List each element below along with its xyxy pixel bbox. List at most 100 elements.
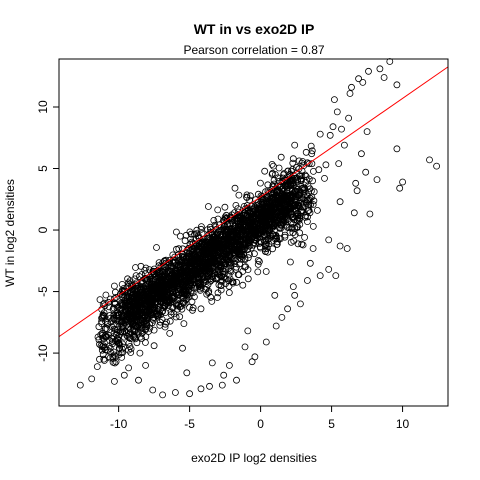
data-point (179, 344, 186, 352)
data-point (274, 204, 282, 212)
data-point (132, 264, 139, 271)
data-point (336, 198, 344, 206)
data-point (204, 203, 212, 210)
data-point (162, 301, 169, 309)
data-point (198, 261, 206, 268)
data-point (234, 235, 242, 243)
data-point (264, 236, 272, 244)
data-point (274, 174, 282, 182)
data-point (159, 291, 167, 299)
data-point (285, 196, 293, 204)
data-point (290, 237, 298, 245)
data-point (228, 228, 236, 236)
data-point (236, 260, 244, 268)
data-point (210, 237, 218, 245)
data-point (225, 361, 233, 369)
data-point (251, 203, 259, 211)
data-point (238, 255, 245, 263)
data-point (189, 280, 196, 288)
data-point (222, 251, 230, 259)
data-point (261, 167, 269, 175)
data-point (291, 141, 299, 149)
data-point (316, 130, 324, 138)
data-point (149, 316, 157, 324)
data-point (366, 210, 374, 218)
data-point (309, 245, 317, 252)
regression-line (58, 66, 449, 338)
data-point (120, 333, 128, 341)
data-point (143, 321, 151, 329)
data-point (277, 224, 285, 232)
data-point (217, 236, 225, 244)
data-point (141, 339, 149, 346)
y-tick-label: -10 (36, 344, 50, 362)
data-point (308, 150, 316, 158)
data-point (266, 198, 274, 206)
data-point (248, 358, 256, 366)
data-point (111, 299, 118, 307)
data-point (309, 201, 317, 208)
data-point (309, 222, 317, 230)
data-point (208, 297, 216, 305)
data-point (277, 153, 285, 161)
data-point (258, 226, 266, 234)
data-point (290, 176, 298, 184)
data-point (259, 209, 267, 217)
data-point (217, 244, 225, 252)
data-point (244, 275, 252, 283)
data-point (148, 280, 156, 287)
data-point (289, 229, 297, 237)
data-point (97, 342, 105, 350)
data-point (150, 342, 158, 350)
data-point (96, 340, 103, 348)
data-point (289, 283, 297, 291)
data-point (286, 193, 294, 201)
data-point (175, 301, 183, 309)
x-axis: -10 -5 0 5 10 (110, 406, 410, 431)
data-point (152, 283, 160, 291)
data-point (182, 231, 190, 239)
data-point (170, 310, 178, 318)
data-point (296, 229, 304, 237)
data-point (181, 237, 189, 245)
data-point (292, 205, 300, 213)
data-point (109, 305, 117, 313)
data-point (132, 321, 140, 329)
data-point (220, 260, 228, 268)
data-point (380, 74, 388, 81)
data-point (136, 349, 144, 357)
data-point (269, 162, 277, 170)
data-point (299, 158, 307, 165)
data-point (174, 273, 182, 281)
data-point (129, 319, 137, 327)
data-point (166, 317, 174, 325)
data-point (254, 268, 262, 276)
data-point (243, 191, 251, 199)
data-point (218, 381, 226, 389)
data-point (256, 243, 264, 251)
data-point (173, 282, 181, 290)
data-point (142, 361, 150, 369)
data-point (289, 155, 297, 163)
data-point (278, 185, 286, 193)
data-point (326, 131, 334, 139)
data-point (363, 128, 371, 136)
data-point (142, 326, 149, 334)
data-point (96, 355, 103, 363)
data-point (95, 323, 103, 331)
data-point (168, 284, 176, 291)
y-axis: -10 -5 0 5 10 (36, 100, 59, 362)
data-point (299, 241, 307, 249)
data-point (286, 258, 294, 266)
data-point (250, 250, 258, 258)
data-point (158, 308, 166, 316)
data-point (93, 363, 101, 371)
data-point (226, 267, 234, 275)
data-point (279, 219, 287, 227)
data-point (235, 191, 243, 199)
data-point (183, 369, 191, 377)
data-point (218, 253, 226, 261)
data-point (219, 232, 226, 239)
data-point (200, 241, 208, 249)
data-point (214, 268, 222, 276)
